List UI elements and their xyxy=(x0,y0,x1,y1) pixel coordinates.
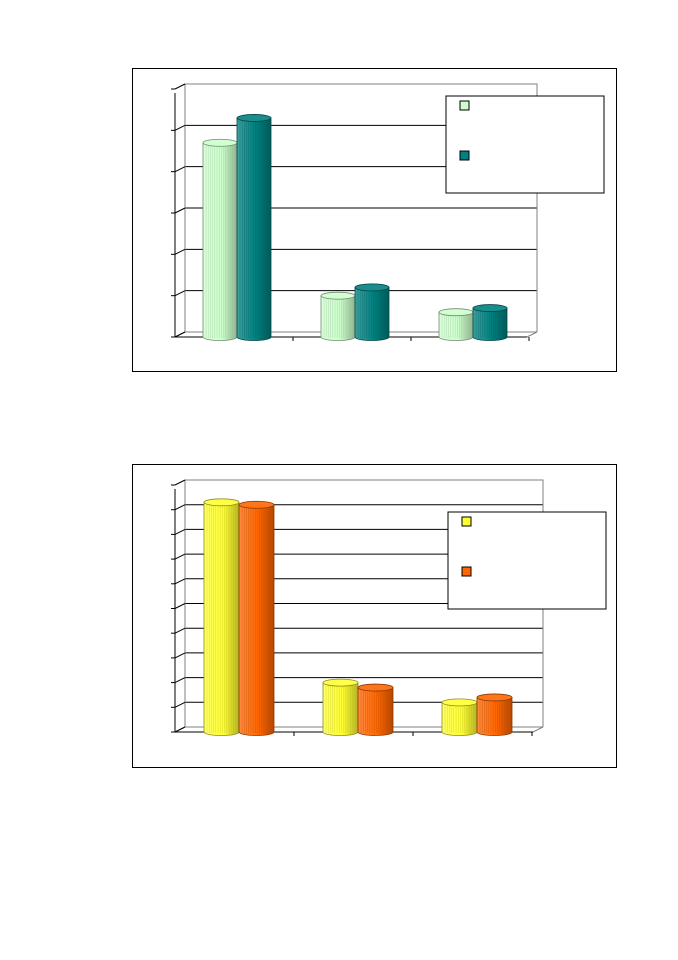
y-tick-diagonal xyxy=(174,290,186,297)
bar-body xyxy=(357,687,394,736)
bar-top xyxy=(202,138,238,147)
y-tick-diagonal xyxy=(174,331,186,338)
y-tick-diagonal xyxy=(174,652,186,659)
y-tick-diagonal xyxy=(174,528,186,535)
legend-box xyxy=(447,511,607,610)
legend-swatch xyxy=(461,566,472,577)
bar-top xyxy=(238,500,275,509)
chart-1-frame xyxy=(132,68,617,372)
legend xyxy=(445,95,605,194)
bar-top xyxy=(203,498,240,507)
chart-2 xyxy=(171,479,607,736)
bar-top xyxy=(472,304,508,312)
bar-top xyxy=(476,693,513,702)
y-tick-diagonal xyxy=(174,578,186,585)
y-tick-diagonal xyxy=(174,553,186,560)
legend-box xyxy=(445,95,605,194)
chart-2-frame xyxy=(132,464,617,768)
bar-top xyxy=(322,678,359,687)
bar xyxy=(236,114,272,341)
y-tick-diagonal xyxy=(174,248,186,255)
y-tick-diagonal xyxy=(174,83,186,90)
legend-swatch xyxy=(459,150,470,161)
bar-body xyxy=(354,287,390,341)
y-tick-diagonal xyxy=(174,504,186,511)
bar xyxy=(320,291,356,341)
bar-top xyxy=(236,114,272,122)
bar xyxy=(441,698,478,736)
y-tick-diagonal xyxy=(174,701,186,708)
bar xyxy=(354,283,390,341)
y-tick-diagonal xyxy=(174,677,186,684)
bar xyxy=(203,498,240,736)
y-tick-diagonal xyxy=(174,166,186,173)
bar xyxy=(322,678,359,736)
y-tick-diagonal xyxy=(174,207,186,214)
bar xyxy=(438,308,474,341)
y-tick-diagonal xyxy=(174,726,186,733)
bar-top xyxy=(441,698,478,707)
bar xyxy=(472,304,508,341)
chart-1 xyxy=(171,83,605,341)
legend-swatch xyxy=(459,100,470,111)
legend-swatch xyxy=(461,516,472,527)
y-tick-diagonal xyxy=(174,627,186,634)
legend xyxy=(447,511,607,610)
y-tick-diagonal xyxy=(174,124,186,131)
bar-body xyxy=(236,117,272,341)
bar-top xyxy=(438,308,474,317)
bar xyxy=(357,683,394,736)
bar-top xyxy=(357,683,394,692)
y-tick-diagonal xyxy=(174,479,186,486)
bar-body xyxy=(476,697,513,736)
bar-top xyxy=(320,291,356,300)
bar-body xyxy=(472,307,508,341)
bar-body xyxy=(238,504,275,736)
bar-top xyxy=(354,283,390,292)
bar xyxy=(238,500,275,736)
bar xyxy=(202,138,238,341)
bar xyxy=(476,693,513,736)
y-tick-diagonal xyxy=(174,603,186,609)
